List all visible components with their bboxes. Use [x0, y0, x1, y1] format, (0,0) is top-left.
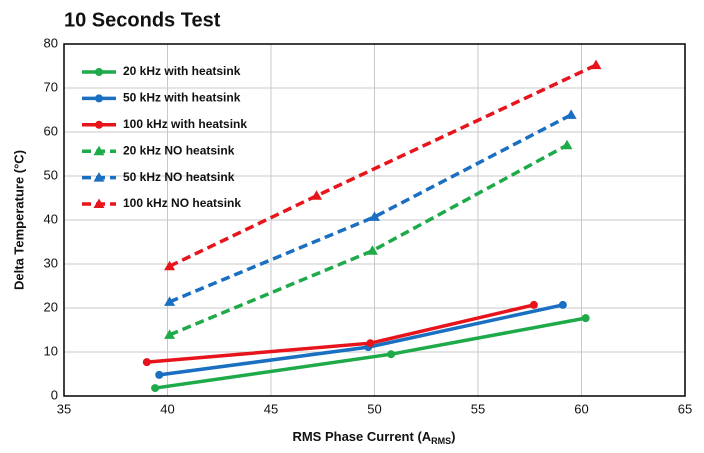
legend-label: 100 kHz NO heatsink	[123, 196, 241, 210]
legend-label: 20 kHz NO heatsink	[123, 143, 235, 157]
series-line	[154, 316, 586, 390]
x-tick-label: 40	[160, 401, 174, 416]
marker	[93, 145, 105, 156]
marker	[387, 350, 396, 359]
marker	[529, 300, 538, 309]
marker	[95, 94, 103, 103]
marker	[590, 59, 602, 70]
chart-title: 10 Seconds Test	[64, 9, 221, 31]
marker	[581, 314, 590, 323]
x-tick-label: 60	[574, 401, 588, 416]
y-tick-label: 80	[44, 35, 58, 50]
marker	[93, 198, 105, 208]
plot-frame	[63, 43, 686, 397]
marker	[366, 339, 375, 348]
y-tick-label: 70	[44, 79, 58, 94]
marker	[164, 260, 176, 271]
y-tick-label: 50	[44, 167, 58, 182]
x-tick-label: 50	[367, 401, 381, 416]
marker	[558, 300, 567, 309]
legend-label: 100 kHz with heatsink	[123, 117, 247, 131]
legend-label: 20 kHz with heatsink	[123, 64, 241, 78]
marker	[95, 68, 103, 76]
x-tick-label: 45	[264, 401, 278, 416]
y-tick-label: 20	[44, 299, 58, 314]
series-line	[168, 143, 568, 337]
legend-label: 50 kHz with heatsink	[123, 91, 241, 105]
y-tick-label: 40	[44, 211, 58, 226]
marker	[155, 370, 164, 379]
x-label-text: RMS Phase Current (A	[292, 429, 431, 444]
marker	[95, 120, 103, 129]
legend-label: 50 kHz NO heatsink	[123, 170, 235, 184]
y-tick-label: 10	[44, 343, 58, 358]
series-line	[168, 113, 572, 304]
x-axis-label: RMS Phase Current (ARMS)	[292, 429, 455, 446]
marker	[369, 211, 380, 221]
x-label-sub: RMS	[431, 436, 451, 446]
y-tick-label: 0	[51, 387, 58, 402]
series-line	[158, 303, 564, 377]
marker	[164, 329, 176, 339]
marker	[164, 296, 176, 306]
marker	[142, 358, 151, 367]
marker	[93, 172, 105, 182]
marker	[151, 384, 160, 393]
x-tick-label: 35	[57, 401, 71, 416]
marker	[311, 190, 323, 200]
x-label-tail: )	[451, 429, 455, 444]
y-axis-label: Delta Temperature (°C)	[11, 150, 26, 290]
marker	[366, 245, 378, 255]
marker	[561, 139, 573, 150]
series-line	[146, 303, 535, 364]
y-tick-label: 30	[44, 255, 58, 270]
x-tick-label: 55	[471, 401, 485, 416]
x-tick-label: 65	[678, 401, 692, 416]
y-tick-label: 60	[44, 123, 58, 138]
marker	[565, 109, 577, 119]
